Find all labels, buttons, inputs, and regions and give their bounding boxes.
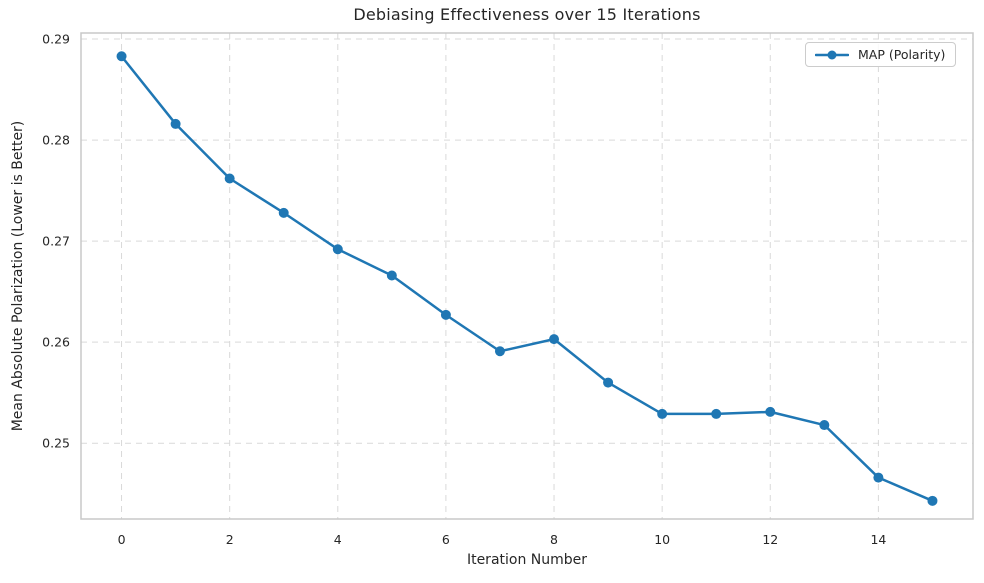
series-line — [120, 54, 934, 503]
y-tick-label: 0.27 — [42, 234, 70, 249]
y-tick-label: 0.25 — [42, 436, 70, 451]
data-point-marker — [765, 406, 776, 417]
data-point-marker — [819, 420, 830, 431]
data-point-marker — [657, 408, 668, 419]
data-point-marker — [603, 377, 614, 388]
legend: MAP (Polarity) — [805, 42, 957, 67]
y-tick-label: 0.28 — [42, 133, 70, 148]
plot-border — [80, 32, 974, 520]
data-point-marker — [170, 118, 181, 129]
data-point-marker — [927, 495, 938, 506]
legend-entry-label: MAP (Polarity) — [858, 47, 946, 62]
y-axis-label: Mean Absolute Polarization (Lower is Bet… — [10, 120, 26, 432]
data-point-marker — [386, 270, 397, 281]
x-tick-label: 8 — [550, 532, 558, 547]
y-tick-label: 0.29 — [42, 32, 70, 47]
data-point-marker — [332, 244, 343, 255]
data-point-marker — [549, 334, 560, 345]
data-point-marker — [711, 408, 722, 419]
data-point-marker — [873, 472, 884, 483]
x-tick-label: 0 — [118, 532, 126, 547]
x-tick-label: 4 — [334, 532, 342, 547]
x-tick-label: 14 — [870, 532, 886, 547]
data-point-marker — [494, 346, 505, 357]
x-tick-label: 12 — [762, 532, 778, 547]
x-tick-label: 2 — [226, 532, 234, 547]
chart-title: Debiasing Effectiveness over 15 Iteratio… — [353, 5, 701, 24]
x-tick-label: 6 — [442, 532, 450, 547]
data-point-marker — [224, 173, 235, 184]
data-point-marker — [116, 51, 127, 62]
x-tick-label: 10 — [654, 532, 670, 547]
data-point-marker — [440, 309, 451, 320]
y-tick-label: 0.26 — [42, 335, 70, 350]
data-point-marker — [278, 207, 289, 218]
legend-line-marker-icon — [815, 50, 849, 59]
x-axis-label: Iteration Number — [466, 552, 588, 568]
